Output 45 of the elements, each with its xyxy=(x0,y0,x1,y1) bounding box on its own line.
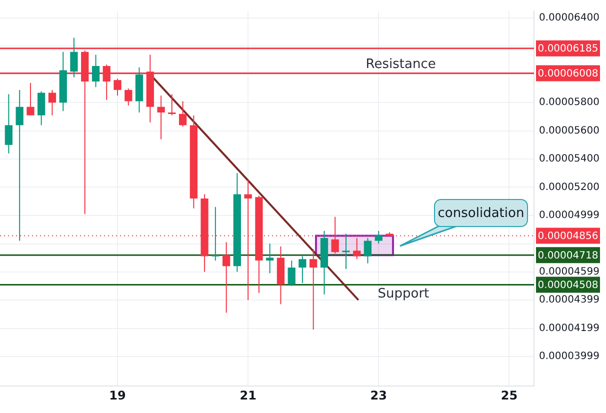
y-tick-label: 0.00005800 xyxy=(539,97,600,108)
y-tick-label: 0.00003999 xyxy=(539,351,600,362)
speech-bubble: consolidation xyxy=(399,199,528,248)
y-tick-label: 0.00006400 xyxy=(539,12,600,24)
y-tick-label: 0.00004999 xyxy=(539,210,600,222)
candlestick xyxy=(26,82,34,116)
ref-line-label: 0.00004508 xyxy=(538,280,598,291)
ref-line-label: 0.00006185 xyxy=(538,43,598,54)
y-tick-label: 0.00004599 xyxy=(539,266,600,278)
y-tick-label: 0.00004199 xyxy=(539,322,600,334)
band-label: consolidation xyxy=(434,199,528,228)
candlestick xyxy=(266,243,274,274)
ref-line-label: 0.00004856 xyxy=(538,230,598,242)
candlestick xyxy=(212,206,220,262)
y-tick-label: 0.00005600 xyxy=(539,125,600,136)
candlestick xyxy=(4,94,12,154)
candlestick xyxy=(168,94,176,116)
candlestick xyxy=(38,90,46,126)
candlestick xyxy=(70,37,78,78)
candlestick xyxy=(114,78,122,96)
candlestick xyxy=(342,233,350,270)
x-tick-label: 21 xyxy=(240,388,256,402)
x-tick-label: 19 xyxy=(109,388,126,402)
candlestick xyxy=(310,248,318,330)
candlestick xyxy=(178,100,187,128)
annotation: Resistance xyxy=(366,57,436,72)
annotation: Support xyxy=(378,286,430,302)
y-tick-label: 0.00005200 xyxy=(539,182,600,193)
ref-line-label: 0.00006008 xyxy=(538,68,598,80)
candlestick xyxy=(48,89,56,116)
y-tick-label: 0.00005400 xyxy=(539,154,600,165)
candlestick xyxy=(92,54,100,88)
candlestick xyxy=(288,260,296,286)
candlestick xyxy=(374,230,382,244)
ref-line-label: 0.00004718 xyxy=(538,250,598,262)
candlestick xyxy=(157,95,165,140)
candlestick xyxy=(16,89,24,242)
y-tick-label: 0.00004399 xyxy=(539,294,600,306)
candlestick xyxy=(222,242,230,314)
x-tick-label: 25 xyxy=(500,388,518,402)
candlestick xyxy=(124,88,132,106)
x-tick-label: 23 xyxy=(370,388,387,402)
candlestick xyxy=(364,237,372,264)
candlestick xyxy=(298,256,306,284)
candlestick xyxy=(353,237,361,260)
